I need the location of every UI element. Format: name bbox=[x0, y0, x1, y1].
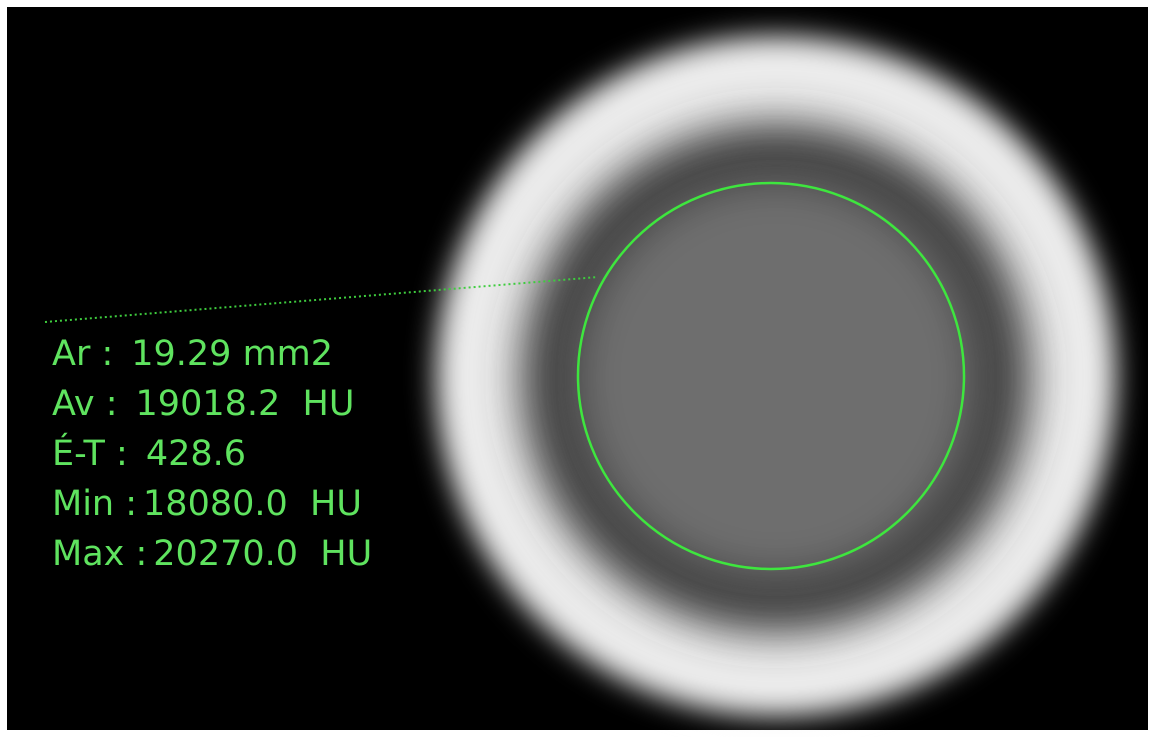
roi-circle[interactable] bbox=[576, 181, 966, 571]
measurement-value: 19018.2 HU bbox=[136, 384, 355, 424]
phantom-core bbox=[576, 178, 976, 578]
measurement-labels: Ar : 19.29 mm2 Av : 19018.2 HUÉ-T : 428.6Min… bbox=[52, 334, 372, 574]
measurement-label: Max : bbox=[52, 534, 147, 574]
measurement-label: Ar : bbox=[52, 334, 113, 374]
measurement-value: 19.29 mm2 bbox=[131, 334, 333, 374]
measurement-label: Av : bbox=[52, 384, 118, 424]
measurement-value: 18080.0 HU bbox=[143, 484, 362, 524]
measurement-value: 428.6 bbox=[146, 434, 246, 474]
measurement-label: É-T : bbox=[52, 432, 128, 474]
measurement-label: Min : bbox=[52, 484, 137, 524]
measurement-value: 20270.0 HU bbox=[153, 534, 372, 574]
